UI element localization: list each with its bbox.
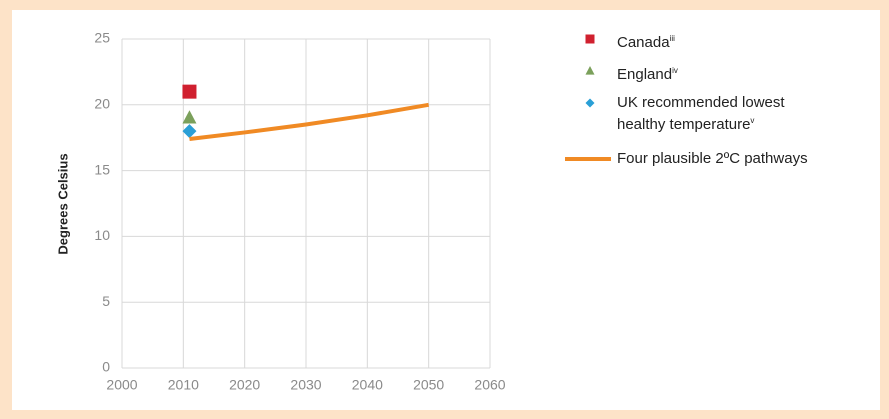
x-tick-label: 2050 xyxy=(413,377,444,393)
x-tick-label: 2030 xyxy=(290,377,321,393)
marker xyxy=(182,124,197,139)
legend-item: Four plausible 2ºC pathways xyxy=(565,150,817,168)
marker xyxy=(585,98,595,108)
x-tick-label: 2020 xyxy=(229,377,260,393)
x-tick-label: 2000 xyxy=(106,377,137,393)
legend: Canadaiii Englandiv UK recommended lowest … xyxy=(565,30,865,178)
x-tick-label: 2040 xyxy=(352,377,383,393)
legend-swatch xyxy=(585,66,595,75)
legend-label: England xyxy=(617,66,673,83)
marker xyxy=(182,110,197,124)
legend-item: Englandiv xyxy=(565,62,817,84)
x-tick-label: 2060 xyxy=(474,377,505,393)
legend-swatch xyxy=(585,34,595,44)
legend-swatch xyxy=(585,98,595,108)
legend-item: UK recommended lowest healthy temperatur… xyxy=(565,94,817,134)
legend-label: Canada xyxy=(617,34,670,51)
legend-note: v xyxy=(750,116,755,125)
legend-item: Canadaiii xyxy=(565,30,817,52)
y-tick-label: 25 xyxy=(94,30,110,46)
legend-swatch xyxy=(565,157,611,161)
y-tick-label: 10 xyxy=(94,227,110,243)
y-tick-label: 5 xyxy=(102,293,110,309)
x-tick-label: 2010 xyxy=(168,377,199,393)
marker xyxy=(585,66,595,75)
y-tick-label: 20 xyxy=(94,96,110,112)
y-tick-label: 0 xyxy=(102,359,110,375)
legend-label: UK recommended lowest healthy temperatur… xyxy=(617,94,785,133)
y-axis-label: Degrees Celsius xyxy=(55,153,70,254)
marker xyxy=(182,84,197,99)
legend-note: iii xyxy=(669,34,675,43)
legend-label: Four plausible 2ºC pathways xyxy=(617,150,808,167)
panel xyxy=(12,10,880,410)
line xyxy=(189,102,430,142)
legend-note: iv xyxy=(672,66,678,75)
y-tick-label: 15 xyxy=(94,161,110,177)
marker xyxy=(585,34,595,44)
